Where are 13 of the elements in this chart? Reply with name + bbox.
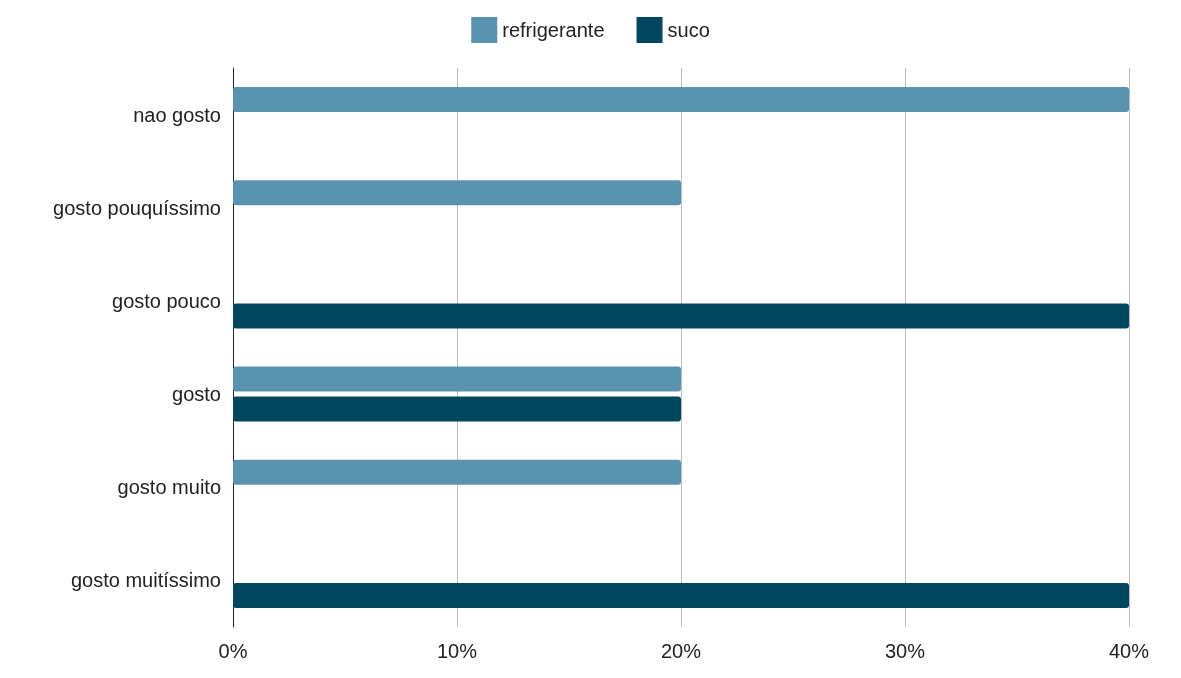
y-tick-label: gosto xyxy=(172,383,221,406)
y-tick-label: gosto pouco xyxy=(112,289,221,312)
x-tick-label: 30% xyxy=(884,640,926,662)
x-tick-label: 20% xyxy=(660,640,702,662)
x-tick-label: 10% xyxy=(436,640,478,662)
y-tick-label: gosto pouquíssimo xyxy=(53,196,221,219)
x-tick-label: 0% xyxy=(218,640,248,662)
legend-label: refrigerante xyxy=(502,19,605,41)
y-tick-label: gosto muitíssimo xyxy=(70,569,221,592)
legend-label: suco xyxy=(667,19,710,41)
y-tick-label: nao gosto xyxy=(133,103,221,126)
x-tick-label: 40% xyxy=(1108,640,1150,662)
y-tick-label: gosto muito xyxy=(117,476,221,499)
